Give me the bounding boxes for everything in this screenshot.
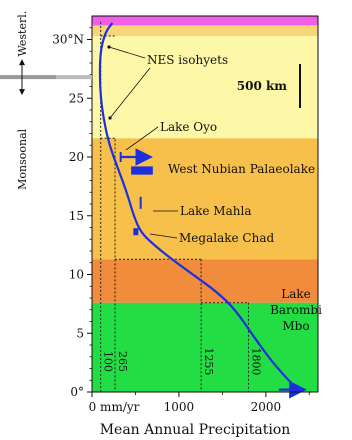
barombi-label-1: Lake — [281, 287, 311, 301]
scale-bar-label: 500 km — [237, 79, 288, 93]
annotations: NES isohyets 500 km Lake Oyo West Nubian Pa… — [107, 45, 322, 333]
nes-leader — [109, 67, 151, 119]
nes-leader — [108, 46, 146, 59]
latitude-band — [92, 16, 318, 26]
precipitation-line — [98, 22, 302, 392]
isohyet-label: 100 — [102, 351, 115, 372]
lake-oyo-label: Lake Oyo — [160, 120, 217, 134]
latitude-band — [92, 259, 318, 303]
y-tick-label: 30°N — [52, 33, 84, 47]
lake-mahla-label: Lake Mahla — [180, 204, 251, 218]
regime-arrowhead-down — [19, 89, 25, 96]
megalake-chad-label: Megalake Chad — [179, 231, 274, 245]
megalake-chad-leader — [149, 233, 178, 239]
isohyet-label: 1255 — [202, 347, 215, 375]
x-tick-label: 2000 — [251, 400, 282, 414]
nes-dot — [107, 45, 111, 49]
latitude-band — [92, 25, 318, 36]
regime-boundary — [0, 75, 56, 80]
lake-oyo-leader — [125, 126, 159, 151]
regime-arrowhead-up — [19, 59, 25, 66]
west-nubian-bar — [131, 166, 153, 175]
x-tick-label: 1000 — [164, 400, 195, 414]
y-tick-label: 10 — [69, 268, 84, 282]
nes-isohyets-label: NES isohyets — [147, 53, 228, 67]
barombi-label-2: Barombi — [270, 303, 322, 317]
isohyet-label: 265 — [116, 351, 129, 372]
barombi-label-3: Mbo — [282, 319, 309, 333]
x-unit-label: 0 mm/yr — [89, 400, 140, 414]
isohyet-label: 1800 — [249, 347, 262, 375]
megalake-chad-mark — [133, 228, 139, 236]
y-tick-label: 20 — [69, 150, 84, 164]
x-axis-title: Mean Annual Precipitation — [100, 422, 291, 438]
regime-boundary-inner — [56, 75, 92, 80]
monsoonal-label: Monsoonal — [16, 128, 29, 190]
lake-markers — [119, 148, 307, 399]
precipitation-series — [98, 22, 302, 392]
nes-dot — [108, 116, 112, 120]
y-tick-label: 25 — [69, 91, 84, 105]
west-nubian-label: West Nubian Palaeolake — [168, 162, 315, 176]
axes: 0° 5 10 15 20 25 30°N 1000 2000 0 mm/yr Mean Annua… — [0, 11, 319, 438]
y-tick-label: 15 — [69, 209, 84, 223]
westerlies-label: Westerl. — [16, 11, 29, 57]
latitude-band — [92, 302, 318, 392]
y-tick-label: 5 — [76, 326, 84, 340]
latitude-bands — [92, 16, 318, 392]
y-tick-label: 0° — [70, 385, 84, 399]
